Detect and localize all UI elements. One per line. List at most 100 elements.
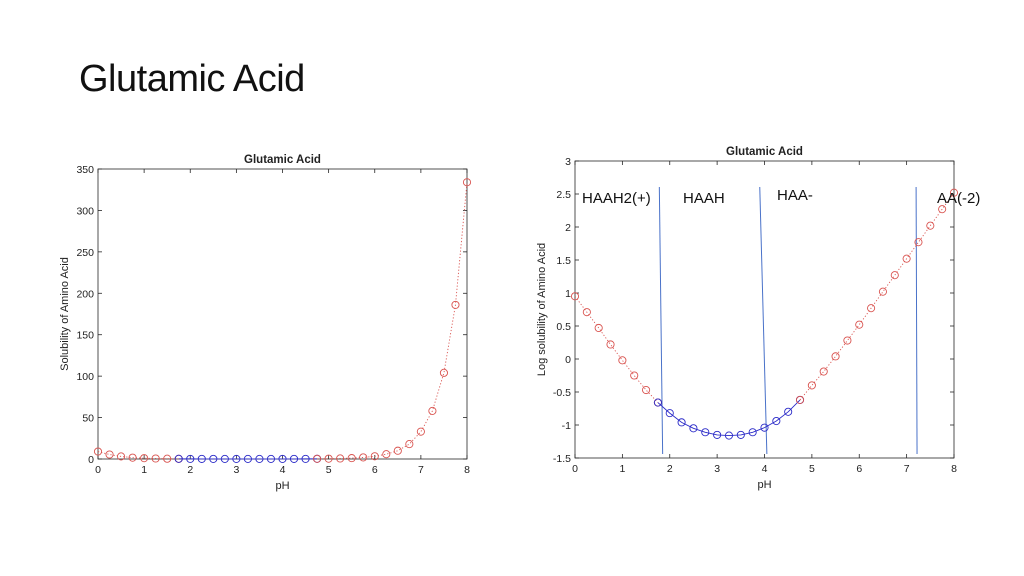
data-point (197, 454, 206, 463)
data-point (370, 452, 379, 461)
data-point (689, 424, 698, 433)
x-tick-label: 3 (714, 463, 720, 475)
data-point (128, 453, 137, 462)
log-solubility-chart-svg: Glutamic Acid 0 1 2 3 4 5 6 7 8 -1.5 -1 -0.5 0 0.5 1 1.5… (536, 146, 959, 491)
data-point (140, 454, 149, 463)
series-line (574, 296, 659, 403)
y-tick-label: -0.5 (553, 387, 571, 399)
series-line (657, 399, 801, 437)
species-boundary-line (759, 186, 768, 455)
data-point (209, 454, 218, 463)
data-point (324, 454, 333, 463)
data-point (618, 356, 627, 365)
data-point (795, 395, 805, 404)
x-tick-label: 7 (904, 463, 910, 475)
data-point (642, 385, 651, 395)
data-point (462, 178, 472, 187)
data-point (451, 300, 460, 309)
data-point (117, 452, 126, 461)
annotation-haah2: HAAH2(+) (582, 190, 651, 207)
data-point (914, 238, 923, 247)
plot-frame (574, 160, 955, 459)
data-point (831, 352, 840, 361)
x-tick-label: 4 (762, 463, 768, 475)
data-point (439, 368, 448, 377)
solubility-chart: Glutamic Acid 0 1 2 3 4 5 6 7 8 0 50 100 150 200 250 300… (50, 145, 480, 500)
data-point (232, 454, 241, 463)
x-tick-label: 5 (326, 464, 332, 476)
data-point (772, 416, 781, 426)
x-tick-label: 6 (372, 464, 378, 476)
y-tick-label: 300 (76, 205, 94, 217)
log-solubility-chart: Glutamic Acid 0 1 2 3 4 5 6 7 8 -1.5 -1 -0.5 0 0.5 1 1.5… (525, 140, 995, 500)
data-point (301, 454, 310, 463)
y-tick-label: 2 (565, 222, 571, 234)
data-point (336, 454, 345, 463)
y-tick-label: 250 (76, 247, 94, 259)
plot-frame (97, 168, 468, 460)
data-point (890, 271, 899, 280)
chart-title: Glutamic Acid (244, 154, 321, 166)
data-point (151, 454, 160, 463)
data-point (843, 336, 852, 345)
data-point (867, 304, 876, 313)
data-point (347, 454, 356, 463)
y-tick-label: 3 (565, 156, 571, 168)
x-tick-label: 3 (233, 464, 239, 476)
data-point (186, 454, 195, 463)
x-tick-label: 5 (809, 463, 815, 475)
data-point (807, 381, 816, 390)
data-point (393, 446, 402, 455)
y-axis-label: Log solubility of Amino Acid (536, 243, 548, 376)
data-point (784, 407, 793, 416)
data-point (724, 431, 734, 440)
series-line (97, 451, 179, 460)
data-point (653, 398, 662, 407)
data-point (428, 406, 437, 415)
x-axis-label: pH (275, 480, 289, 492)
x-tick-label: 7 (418, 464, 424, 476)
x-tick-label: 0 (572, 463, 578, 475)
data-point (902, 254, 911, 263)
chart-title: Glutamic Acid (726, 146, 803, 158)
x-tick-label: 6 (856, 463, 862, 475)
data-point (949, 188, 959, 197)
x-tick-label: 0 (95, 464, 101, 476)
data-point (105, 450, 114, 459)
y-tick-label: 200 (76, 288, 94, 300)
y-tick-label: 0 (88, 454, 94, 466)
y-tick-label: 50 (82, 413, 94, 425)
y-tick-label: -1.5 (553, 453, 571, 465)
annotation-haa-minus: HAA- (777, 187, 813, 204)
solubility-chart-svg: Glutamic Acid 0 1 2 3 4 5 6 7 8 0 50 100 150 200 250 300… (59, 154, 472, 492)
data-point (93, 447, 103, 456)
x-tick-label: 1 (141, 464, 147, 476)
annotation-aa-minus2: AA(-2) (937, 190, 981, 207)
x-tick-label: 8 (464, 464, 470, 476)
data-point (220, 454, 229, 463)
data-point (760, 423, 769, 432)
data-point (416, 427, 425, 436)
data-point (855, 320, 864, 329)
x-tick-label: 2 (187, 464, 193, 476)
data-point (582, 308, 591, 317)
data-point (713, 430, 722, 439)
data-point (359, 453, 368, 462)
data-point (382, 450, 391, 459)
data-point (405, 440, 414, 449)
data-point (243, 454, 252, 463)
data-point (594, 323, 603, 333)
y-tick-label: 150 (76, 330, 94, 342)
data-point (938, 205, 947, 214)
y-tick-label: 1 (565, 288, 571, 300)
y-tick-label: 0 (565, 354, 571, 366)
annotation-haah: HAAH (683, 190, 725, 207)
y-tick-label: 0.5 (556, 321, 571, 333)
y-axis-label: Solubility of Amino Acid (59, 257, 71, 371)
data-point (878, 287, 887, 296)
y-tick-label: 100 (76, 371, 94, 383)
data-point (289, 454, 299, 463)
y-tick-label: -1 (562, 420, 571, 432)
data-point (174, 454, 183, 463)
data-point (665, 409, 674, 418)
